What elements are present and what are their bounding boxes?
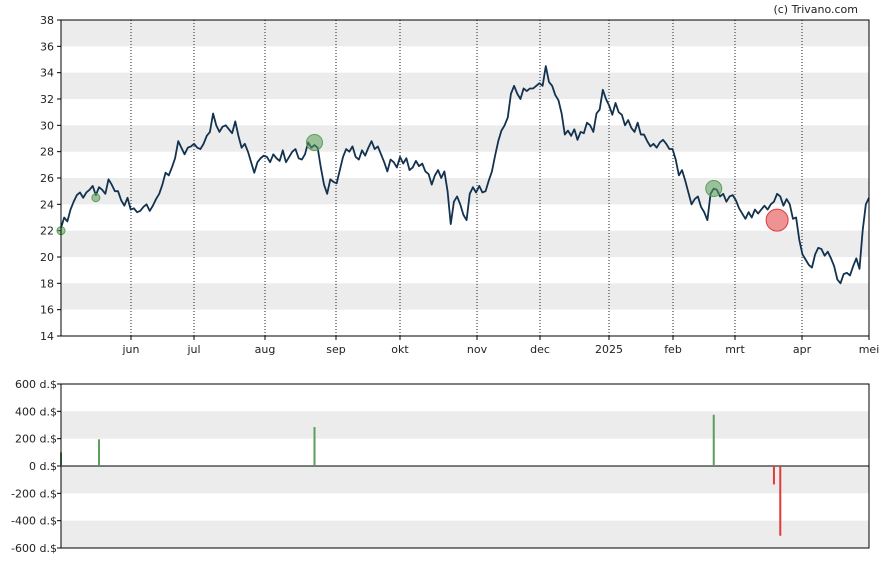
volume-y-tick-label: -600 d.$ [11, 542, 57, 555]
price-y-tick-label: 30 [40, 119, 54, 132]
price-x-tick-label: nov [467, 343, 488, 356]
price-x-tick-label: jul [186, 343, 200, 356]
price-band [61, 230, 869, 257]
price-x-axis: jun jul aug sep okt nov dec 2025 feb mrt apr mei [122, 336, 880, 356]
credit-text: (c) Trivano.com [773, 3, 858, 16]
price-y-tick-label: 36 [40, 40, 54, 53]
price-x-tick-label: sep [326, 343, 345, 356]
price-y-tick-label: 38 [40, 14, 54, 27]
price-line-group [60, 65, 870, 285]
price-x-tick-label: jun [122, 343, 140, 356]
volume-band [61, 466, 869, 494]
price-x-tick-label: okt [391, 343, 409, 356]
volume-y-tick-label: -400 d.$ [11, 515, 57, 528]
price-y-tick-label: 34 [40, 67, 54, 80]
volume-band [61, 411, 869, 439]
price-x-tick-label: dec [530, 343, 550, 356]
price-y-tick-label: 26 [40, 172, 54, 185]
price-y-axis: 14 16 18 20 22 24 26 28 30 32 34 36 38 [40, 14, 61, 343]
price-y-tick-label: 32 [40, 93, 54, 106]
buy-marker [705, 180, 723, 198]
trade-marker-group [56, 133, 789, 236]
volume-y-tick-label: 400 d.$ [15, 405, 57, 418]
volume-plot-frame [60, 383, 870, 549]
price-band [61, 20, 869, 47]
volume-y-tick-label: -200 d.$ [11, 487, 57, 500]
volume-bar-group [60, 414, 782, 536]
volume-y-tick-label: 200 d.$ [15, 433, 57, 446]
price-y-tick-label: 20 [40, 251, 54, 264]
sell-marker [765, 208, 789, 232]
price-plot-frame [60, 19, 870, 337]
price-x-tick-label: feb [664, 343, 682, 356]
volume-band-group [61, 411, 869, 548]
price-y-tick-label: 24 [40, 198, 54, 211]
price-x-tick-label: 2025 [595, 343, 623, 356]
price-y-tick-label: 22 [40, 225, 54, 238]
price-band [61, 283, 869, 310]
price-band [61, 178, 869, 205]
price-x-tick-label: mrt [725, 343, 745, 356]
price-x-tick-label: aug [255, 343, 276, 356]
price-y-tick-label: 14 [40, 330, 54, 343]
price-y-tick-label: 16 [40, 304, 54, 317]
price-y-tick-label: 18 [40, 277, 54, 290]
volume-y-axis: 600 d.$ 400 d.$ 200 d.$ 0 d.$ -200 d.$ -400 d… [11, 378, 61, 555]
volume-y-tick-label: 0 d.$ [29, 460, 57, 473]
volume-band [61, 520, 869, 548]
buy-marker [305, 133, 323, 151]
price-line [60, 65, 870, 285]
price-band-group [61, 20, 869, 310]
price-band [61, 72, 869, 99]
price-band [61, 125, 869, 152]
price-x-tick-label: apr [793, 343, 812, 356]
price-x-tick-label: mei [859, 343, 880, 356]
volume-y-tick-label: 600 d.$ [15, 378, 57, 391]
price-y-tick-label: 28 [40, 146, 54, 159]
buy-marker [91, 193, 101, 203]
